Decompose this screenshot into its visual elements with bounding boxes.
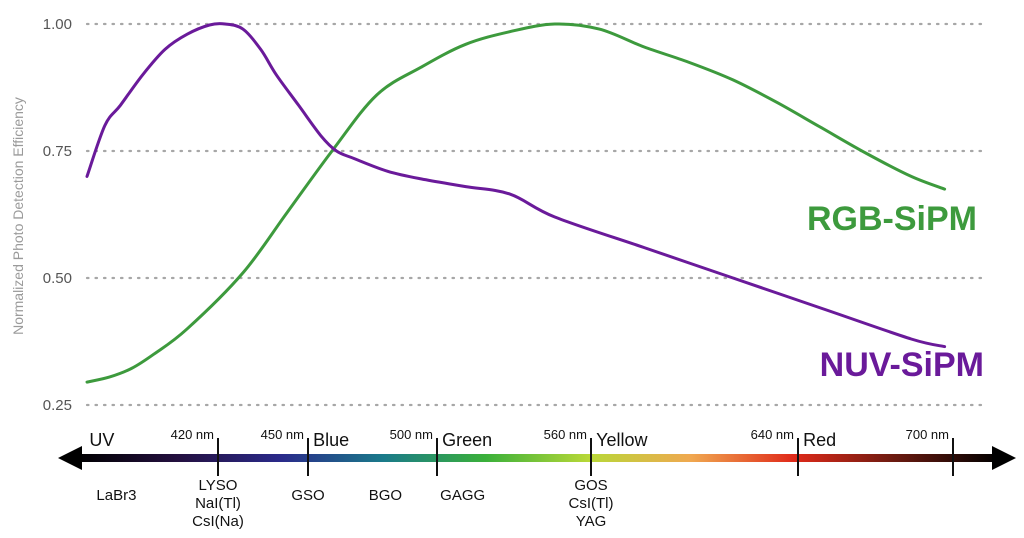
- scintillator-label: LYSO: [199, 477, 238, 494]
- scintillator-label: YAG: [576, 513, 607, 530]
- scintillator-label: LaBr3: [96, 487, 136, 504]
- scintillator-label: GAGG: [440, 487, 485, 504]
- spectrum-labels: 420 nm 450 nm 500 nm 560 nm 640 nm 700 nm UV Bl…: [89, 427, 949, 530]
- scintillator-label: GSO: [291, 487, 324, 504]
- band-label-red: Red: [803, 430, 836, 450]
- scintillator-label: NaI(Tl): [195, 495, 241, 512]
- y-axis-title: Normalized Photo Detection Efficiency: [10, 97, 26, 335]
- nm-label: 560 nm: [544, 427, 587, 442]
- nm-label: 640 nm: [751, 427, 794, 442]
- scintillator-label: GOS: [574, 477, 607, 494]
- series-lines: [85, 22, 947, 384]
- nm-label: 420 nm: [171, 427, 214, 442]
- y-tick-label: 0.75: [43, 143, 72, 160]
- band-label-uv: UV: [89, 430, 114, 450]
- y-tick-labels: 0.25 0.50 0.75 1.00: [43, 16, 72, 414]
- nm-label: 500 nm: [390, 427, 433, 442]
- spectrum-gradient: [76, 454, 998, 462]
- band-label-blue: Blue: [313, 430, 349, 450]
- y-tick-label: 0.25: [43, 397, 72, 414]
- arrow-right-icon: [992, 446, 1016, 470]
- series-line-nuv-sipm: [85, 22, 947, 349]
- band-label-yellow: Yellow: [596, 430, 648, 450]
- series-label-nuv-sipm: NUV-SiPM: [820, 346, 984, 384]
- arrow-left-icon: [58, 446, 82, 470]
- scintillator-label: CsI(Na): [192, 513, 244, 530]
- scintillator-label: BGO: [369, 487, 402, 504]
- nm-label: 700 nm: [906, 427, 949, 442]
- y-tick-label: 0.50: [43, 270, 72, 287]
- nm-label: 450 nm: [261, 427, 304, 442]
- series-label-rgb-sipm: RGB-SiPM: [807, 200, 977, 238]
- gridlines: [85, 22, 987, 407]
- scintillator-label: CsI(Tl): [569, 495, 614, 512]
- spectrum-bar: [58, 438, 1016, 476]
- band-label-green: Green: [442, 430, 492, 450]
- y-tick-label: 1.00: [43, 16, 72, 33]
- series-line-rgb-sipm: [85, 22, 947, 384]
